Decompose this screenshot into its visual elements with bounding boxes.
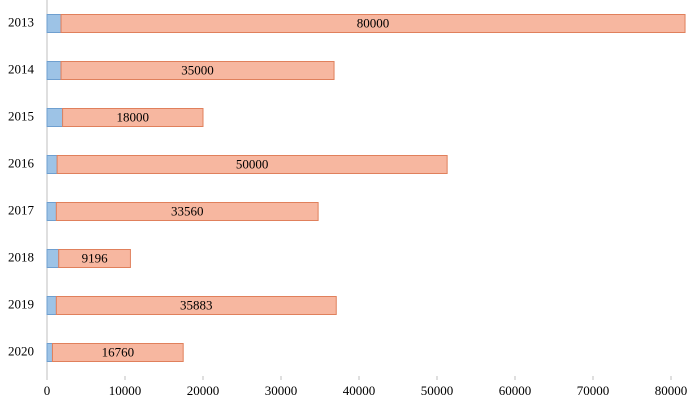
bar-segment (46, 343, 53, 362)
bar-segment (46, 202, 57, 221)
data-label: 18000 (117, 109, 150, 124)
y-tick-label: 2015 (8, 108, 34, 123)
data-label: 35000 (181, 62, 214, 77)
bar-segment (60, 14, 686, 33)
bar-segment (60, 61, 335, 80)
x-tick-label: 60000 (499, 383, 532, 398)
y-tick-label: 2020 (8, 343, 34, 358)
data-label: 35883 (180, 297, 213, 312)
x-tick-label: 30000 (265, 383, 298, 398)
y-tick-label: 2019 (8, 296, 34, 311)
y-tick-label: 2014 (8, 61, 35, 76)
bar-segment (56, 155, 448, 174)
y-tick-label: 2017 (8, 202, 35, 217)
x-tick-label: 80000 (655, 383, 688, 398)
bar-segment (55, 296, 337, 315)
y-tick-label: 2018 (8, 249, 34, 264)
bar-segment (46, 296, 57, 315)
x-tick-label: 40000 (343, 383, 376, 398)
bar-segment (46, 155, 58, 174)
bar-segment (46, 108, 64, 127)
bar-segment (46, 14, 62, 33)
x-tick-label: 20000 (187, 383, 220, 398)
data-label: 16760 (102, 344, 135, 359)
data-label: 9196 (82, 250, 109, 265)
x-tick-label: 50000 (421, 383, 454, 398)
bar-segment (55, 202, 319, 221)
y-tick-label: 2016 (8, 155, 35, 170)
x-tick-label: 70000 (577, 383, 610, 398)
data-label: 80000 (357, 15, 390, 30)
bar-segment (46, 249, 60, 268)
data-label: 33560 (171, 203, 204, 218)
x-tick-label: 10000 (109, 383, 142, 398)
bar-segment (58, 249, 131, 268)
x-tick-label: 0 (44, 383, 51, 398)
y-tick-label: 2013 (8, 14, 34, 29)
bar-segment (62, 108, 204, 127)
bar-segment (51, 343, 184, 362)
bar-segment (46, 61, 62, 80)
data-label: 50000 (236, 156, 269, 171)
